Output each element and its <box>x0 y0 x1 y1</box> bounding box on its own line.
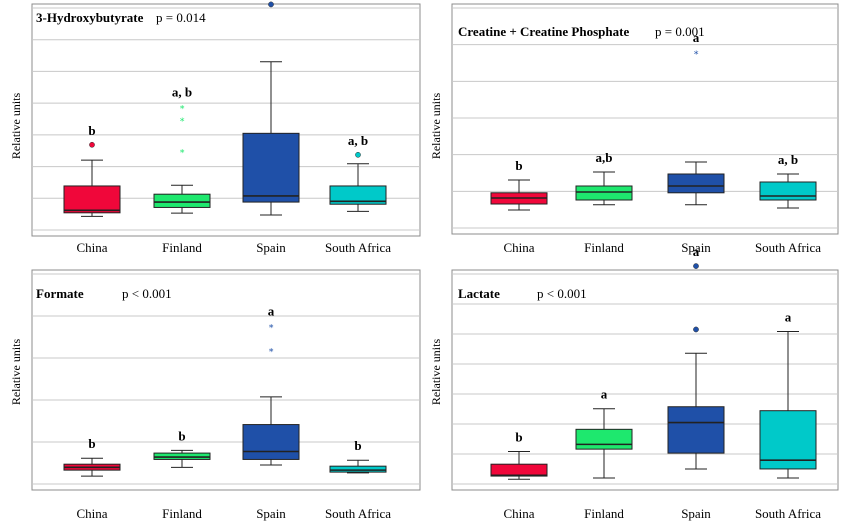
significance-label: a <box>693 244 700 259</box>
panel-3-hydroxybutyrate: 3-Hydroxybutyrate p = 0.014 Relative units… <box>9 1 421 255</box>
box-finland: a Finland <box>575 387 633 521</box>
x-tick-label: China <box>76 240 107 255</box>
box-body <box>242 132 300 203</box>
box-body <box>575 428 633 450</box>
significance-label: b <box>88 436 95 451</box>
x-tick-label: Finland <box>584 240 624 255</box>
box-body <box>759 181 817 201</box>
outlier-point <box>268 1 274 8</box>
box-finland: b Finland <box>153 428 211 521</box>
box-south-africa: b South Africa <box>325 438 391 521</box>
significance-label: a, b <box>778 152 798 167</box>
outlier-point <box>693 326 699 333</box>
significance-label: b <box>515 430 522 445</box>
chart-title: Lactate <box>458 286 500 301</box>
x-tick-label: South Africa <box>755 506 821 521</box>
outlier-star: ∗ <box>179 146 185 156</box>
significance-label: a <box>601 387 608 402</box>
box-body <box>153 193 211 208</box>
box-spain: ∗ ∗ a Spain <box>242 304 300 521</box>
plot-frame <box>31 3 421 237</box>
outlier-point <box>693 263 699 269</box>
x-tick-label: South Africa <box>325 506 391 521</box>
p-value-label: p < 0.001 <box>537 286 587 301</box>
significance-label: a <box>785 309 792 324</box>
panel-lactate: Lactate p < 0.001 Relative units b China a Fin… <box>429 244 839 521</box>
y-axis-label: Relative units <box>429 339 443 406</box>
box-spain: a Spain <box>667 244 725 521</box>
box-china: b China <box>490 158 548 255</box>
x-tick-label: Spain <box>256 240 286 255</box>
outlier-star: ∗ <box>179 115 185 125</box>
y-axis-label: Relative units <box>9 93 23 160</box>
x-tick-label: Finland <box>162 240 202 255</box>
box-body <box>329 465 387 473</box>
x-tick-label: Spain <box>256 506 286 521</box>
box-finland: a,b Finland <box>575 150 633 255</box>
y-axis-label: Relative units <box>429 93 443 160</box>
box-body <box>242 424 300 460</box>
significance-label: a, b <box>348 133 368 148</box>
significance-label: a,b <box>596 150 613 165</box>
plot-frame <box>31 269 421 491</box>
plot-frame <box>451 269 839 491</box>
box-south-africa: a, b South Africa <box>325 133 391 255</box>
x-tick-label: Spain <box>681 240 711 255</box>
box-body <box>63 185 121 214</box>
outlier-star: ∗ <box>693 48 699 58</box>
outlier-star: ∗ <box>268 345 274 355</box>
x-tick-label: Finland <box>162 506 202 521</box>
box-china: b China <box>63 123 121 255</box>
outlier-star: ∗ <box>179 102 185 112</box>
p-value-label: p = 0.014 <box>156 10 206 25</box>
box-south-africa: a South Africa <box>755 309 821 521</box>
p-value-label: p < 0.001 <box>122 286 172 301</box>
box-body <box>575 185 633 201</box>
x-tick-label: China <box>503 240 534 255</box>
chart-title: Creatine + Creatine Phosphate <box>458 24 629 39</box>
y-axis-label: Relative units <box>9 339 23 406</box>
box-spain: ∗ a Spain <box>667 30 725 255</box>
box-south-africa: a, b South Africa <box>755 152 821 255</box>
x-tick-label: China <box>76 506 107 521</box>
p-value-label: p = 0.001 <box>655 24 705 39</box>
significance-label: a <box>693 30 700 45</box>
significance-label: a, b <box>172 84 192 99</box>
significance-label: b <box>515 158 522 173</box>
box-body <box>759 410 817 470</box>
x-tick-label: South Africa <box>755 240 821 255</box>
chart-title: 3-Hydroxybutyrate <box>36 10 144 25</box>
x-tick-label: South Africa <box>325 240 391 255</box>
outlier-point <box>89 141 95 148</box>
x-tick-label: Spain <box>681 506 711 521</box>
panel-formate: Formate p < 0.001 Relative units b China b Fin… <box>9 269 421 521</box>
box-body <box>667 173 725 194</box>
box-china: b China <box>63 436 121 521</box>
significance-label: b <box>178 428 185 443</box>
chart-title: Formate <box>36 286 84 301</box>
x-tick-label: Finland <box>584 506 624 521</box>
significance-label: b <box>88 123 95 138</box>
outlier-point <box>355 151 361 158</box>
box-finland: ∗ ∗ ∗ a, b Finland <box>153 84 211 255</box>
box-body <box>329 185 387 205</box>
significance-label: b <box>354 438 361 453</box>
significance-label: a <box>268 304 275 319</box>
box-body <box>667 406 725 454</box>
panel-creatine: Creatine + Creatine Phosphate p = 0.001 Re… <box>429 3 839 255</box>
plot-frame <box>451 3 839 235</box>
x-tick-label: China <box>503 506 534 521</box>
box-china: b China <box>490 430 548 521</box>
outlier-star: ∗ <box>268 321 274 331</box>
box-body <box>490 463 548 477</box>
